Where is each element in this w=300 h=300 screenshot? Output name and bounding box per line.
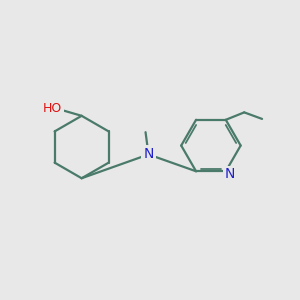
Text: N: N bbox=[224, 167, 235, 181]
Text: N: N bbox=[143, 148, 154, 161]
Text: HO: HO bbox=[43, 102, 62, 115]
